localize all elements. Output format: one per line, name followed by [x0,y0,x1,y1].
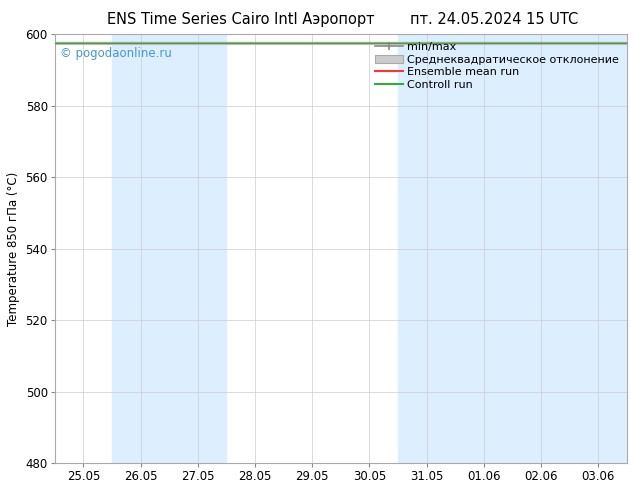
Bar [398,34,455,463]
Bar [570,34,627,463]
Text: ENS Time Series Cairo Intl Аэропорт: ENS Time Series Cairo Intl Аэропорт [107,12,375,27]
Bar [512,34,570,463]
Bar [112,34,169,463]
Y-axis label: Temperature 850 гПа (°С): Temperature 850 гПа (°С) [7,172,20,326]
Legend: min/max, Среднеквадратическое отклонение, Ensemble mean run, Controll run: min/max, Среднеквадратическое отклонение… [373,40,621,92]
Text: © pogodaonline.ru: © pogodaonline.ru [60,47,172,60]
Bar [455,34,512,463]
Text: пт. 24.05.2024 15 UTC: пт. 24.05.2024 15 UTC [410,12,579,27]
Bar [169,34,226,463]
